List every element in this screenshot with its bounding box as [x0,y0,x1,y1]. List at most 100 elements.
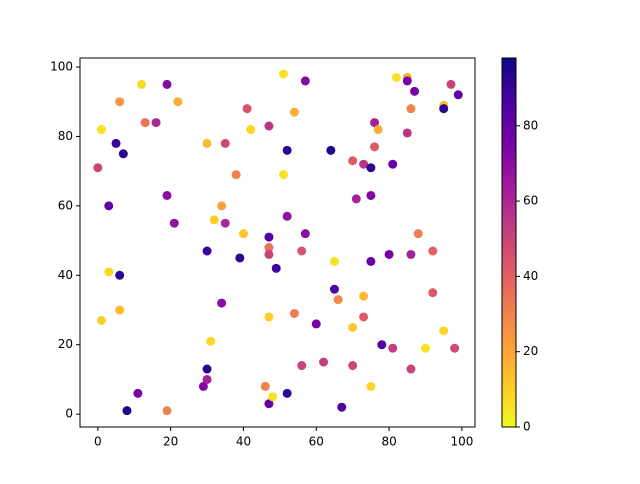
y-tick-label: 40 [58,268,73,282]
point [384,249,394,259]
point [289,107,299,117]
point [337,402,347,412]
point [333,295,343,305]
point [348,361,358,371]
point [439,326,449,336]
x-tick-label: 0 [94,435,102,449]
point [348,156,358,166]
y-tick-label: 60 [58,198,73,212]
point [264,121,274,131]
point [297,361,307,371]
point [264,249,274,259]
point [391,72,401,82]
colorbar-tick-label: 80 [523,118,538,132]
point [450,343,460,353]
point [402,76,412,86]
point [162,190,172,200]
point [402,128,412,138]
point [319,357,329,367]
point [311,319,321,329]
point [118,149,128,159]
point [351,194,361,204]
point [246,125,256,135]
point [300,229,310,239]
point [217,298,227,308]
point [169,218,179,228]
point [377,340,387,350]
point [96,125,106,135]
point [104,201,114,211]
x-tick-label: 80 [381,435,396,449]
point [388,343,398,353]
point [122,406,132,416]
point [198,381,208,391]
point [96,315,106,325]
point [202,374,212,384]
point [366,256,376,266]
point [428,246,438,256]
point [264,399,274,409]
point [162,79,172,89]
point [326,145,336,155]
point [289,308,299,318]
point [235,253,245,263]
point [453,90,463,100]
point [329,256,339,266]
point [202,364,212,374]
point [279,170,289,180]
point [406,364,416,374]
point [260,381,270,391]
point [115,305,125,315]
x-tick-label: 20 [163,435,178,449]
point [439,104,449,114]
colorbar-tick-label: 0 [523,420,531,434]
point [413,229,423,239]
point [282,145,292,155]
x-tick-label: 40 [236,435,251,449]
point [282,211,292,221]
point [300,76,310,86]
colorbar-tick-label: 60 [523,194,538,208]
point [420,343,430,353]
point [162,406,172,416]
point [93,163,103,173]
point [173,97,183,107]
point [264,243,274,253]
colorbar [501,57,517,428]
point [370,142,380,152]
point [242,104,252,114]
point [373,125,383,135]
point [202,138,212,148]
y-tick-label: 100 [50,60,73,74]
point [111,138,121,148]
point [140,118,150,128]
y-tick-label: 80 [58,129,73,143]
point [217,201,227,211]
point [268,392,278,402]
y-tick-label: 0 [65,407,73,421]
point [220,218,230,228]
point [133,388,143,398]
point [329,284,339,294]
point [202,246,212,256]
x-tick-label: 60 [309,435,324,449]
point [428,288,438,298]
point [231,170,241,180]
point [271,263,281,273]
point [115,97,125,107]
point [297,246,307,256]
point [264,312,274,322]
point [348,322,358,332]
y-tick-label: 20 [58,337,73,351]
point [238,229,248,239]
plot-frame [79,57,476,428]
colorbar-tick-label: 40 [523,269,538,283]
point [282,388,292,398]
point [206,336,216,346]
point [104,267,114,277]
point [446,79,456,89]
point [410,86,420,96]
point [366,163,376,173]
point [366,381,376,391]
